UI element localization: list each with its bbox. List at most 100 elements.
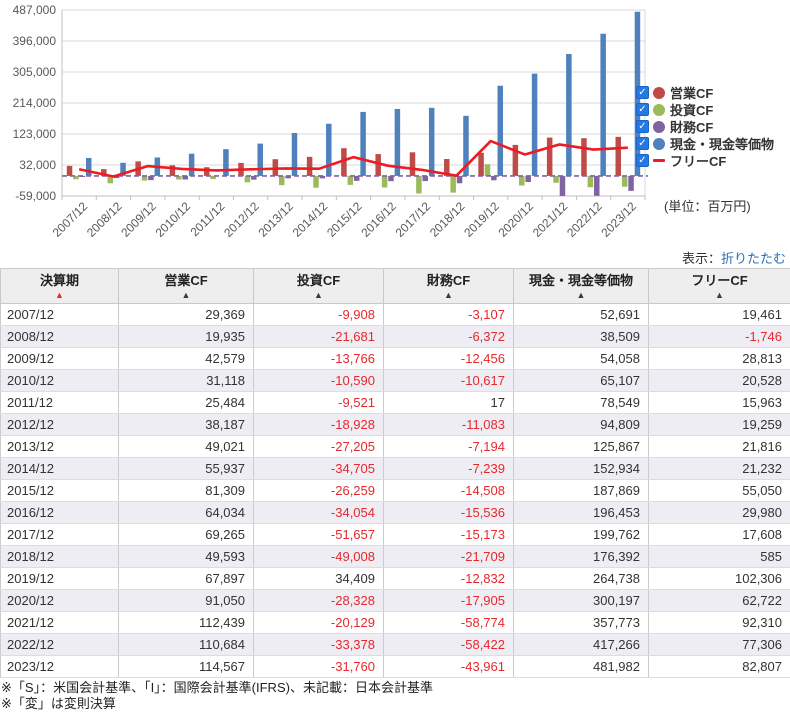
investing-cf-value-cell: -20,129 [254,612,384,634]
collapse-link[interactable]: 折りたたむ [721,251,786,266]
fiscal-period-cell: 2022/12 [1,634,119,656]
x-axis-label: 2019/12 [461,199,502,240]
y-axis-label: 214,000 [13,96,57,110]
bar-operating-cf [478,153,484,176]
fiscal-period-cell: 2021/12 [1,612,119,634]
column-header-free-cf[interactable]: フリーCF▲ [649,269,790,304]
operating-cf-value-cell: 29,369 [119,304,254,326]
free-cf-value-cell: 19,259 [649,414,790,436]
bar-cash-equivalents [189,154,195,176]
x-axis: 2007/122008/122009/122010/122011/122012/… [50,10,645,240]
sort-arrow-icon[interactable]: ▲ [1,289,118,301]
bar-cash-equivalents [532,74,538,176]
y-axis-label: 123,000 [13,127,57,141]
legend-marker-operating-cf [653,87,665,99]
legend-checkbox-investing-cf[interactable]: ✓ [636,103,649,116]
sort-arrow-icon[interactable]: ▲ [649,289,790,301]
free-cf-value-cell: 17,608 [649,524,790,546]
y-axis-label: 32,000 [19,158,56,172]
sort-arrow-icon[interactable]: ▲ [514,289,648,301]
sort-arrow-icon[interactable]: ▲ [384,289,513,301]
column-header-fiscal-period[interactable]: 決算期▲ [1,269,119,304]
bar-cash-equivalents [498,86,504,176]
column-header-cash-equivalents[interactable]: 現金・現金等価物▲ [514,269,649,304]
legend-checkbox-free-cf[interactable]: ✓ [636,154,649,167]
bar-cash-equivalents [429,108,435,176]
sort-arrow-icon[interactable]: ▲ [254,289,383,301]
bar-investing-cf [519,176,525,186]
investing-cf-value-cell: 34,409 [254,568,384,590]
operating-cf-value-cell: 112,439 [119,612,254,634]
cash-equivalents-value-cell: 94,809 [514,414,649,436]
column-label: 営業CF [119,273,253,289]
free-cf-value-cell: 92,310 [649,612,790,634]
investing-cf-value-cell: -31,760 [254,656,384,678]
bar-investing-cf [279,176,285,185]
x-axis-label: 2013/12 [255,199,296,240]
x-axis-label: 2020/12 [496,199,537,240]
operating-cf-value-cell: 55,937 [119,458,254,480]
fiscal-period-cell: 2015/12 [1,480,119,502]
investing-cf-value-cell: -9,521 [254,392,384,414]
column-label: フリーCF [649,273,790,289]
free-cf-value-cell: 20,528 [649,370,790,392]
bar-operating-cf [204,167,210,176]
financing-cf-value-cell: -6,372 [384,326,514,348]
fiscal-period-cell: 2013/12 [1,436,119,458]
financing-cf-value-cell: -10,617 [384,370,514,392]
operating-cf-value-cell: 110,684 [119,634,254,656]
fiscal-period-cell: 2017/12 [1,524,119,546]
operating-cf-value-cell: 67,897 [119,568,254,590]
table-header-row: 決算期▲営業CF▲投資CF▲財務CF▲現金・現金等価物▲フリーCF▲ [1,269,790,304]
column-header-financing-cf[interactable]: 財務CF▲ [384,269,514,304]
bar-investing-cf [313,176,319,188]
investing-cf-value-cell: -27,205 [254,436,384,458]
bar-investing-cf [348,176,354,185]
x-axis-label: 2010/12 [153,199,194,240]
investing-cf-value-cell: -10,590 [254,370,384,392]
bar-financing-cf [628,176,634,191]
fiscal-period-cell: 2016/12 [1,502,119,524]
fiscal-period-cell: 2007/12 [1,304,119,326]
fiscal-period-cell: 2010/12 [1,370,119,392]
operating-cf-value-cell: 69,265 [119,524,254,546]
operating-cf-value-cell: 38,187 [119,414,254,436]
investing-cf-value-cell: -9,908 [254,304,384,326]
legend-label: フリーCF [670,151,726,170]
x-axis-label: 2009/12 [118,199,159,240]
legend-marker-financing-cf [653,121,665,133]
sort-arrow-icon[interactable]: ▲ [119,289,253,301]
investing-cf-value-cell: -21,681 [254,326,384,348]
financing-cf-value-cell: -15,173 [384,524,514,546]
legend-checkbox-cash-equivalents[interactable]: ✓ [636,137,649,150]
investing-cf-value-cell: -28,328 [254,590,384,612]
cash-equivalents-value-cell: 481,982 [514,656,649,678]
column-header-operating-cf[interactable]: 営業CF▲ [119,269,254,304]
legend-checkbox-financing-cf[interactable]: ✓ [636,120,649,133]
bar-cash-equivalents [360,112,366,176]
bar-investing-cf [485,164,491,176]
legend-checkbox-operating-cf[interactable]: ✓ [636,86,649,99]
column-label: 現金・現金等価物 [514,273,648,289]
operating-cf-value-cell: 49,593 [119,546,254,568]
free-cf-value-cell: 19,461 [649,304,790,326]
column-label: 投資CF [254,273,383,289]
free-cf-value-cell: 55,050 [649,480,790,502]
fiscal-period-cell: 2011/12 [1,392,119,414]
financing-cf-value-cell: -7,239 [384,458,514,480]
column-header-investing-cf[interactable]: 投資CF▲ [254,269,384,304]
investing-cf-value-cell: -49,008 [254,546,384,568]
bar-financing-cf [457,176,463,183]
bar-financing-cf [560,176,566,196]
x-axis-label: 2021/12 [530,199,571,240]
bar-operating-cf [581,138,587,176]
x-axis-label: 2018/12 [427,199,468,240]
bar-investing-cf [553,176,559,183]
